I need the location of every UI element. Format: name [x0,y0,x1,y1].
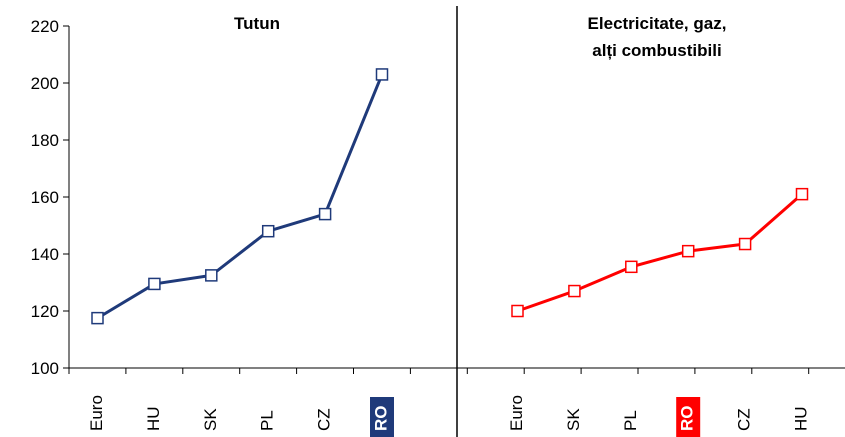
category-highlight-box [370,397,394,437]
x-tick-label: SK [201,408,220,431]
data-point [148,277,161,291]
x-tick-label: CZ [735,408,754,431]
axes [68,6,845,437]
y-ticks: 100 120 140 160 180 200 220 [31,17,69,378]
chart-title-electricitate-line2: alți combustibili [592,41,721,60]
x-tick-label: Euro [507,395,526,431]
chart-title-electricitate-line1: Electricitate, gaz, [588,14,727,33]
x-tick-label: HU [144,406,163,431]
x-tick-label: HU [791,406,810,431]
x-tick-label: SK [564,408,583,431]
data-point [625,260,638,274]
x-tick-label: RO [678,406,697,432]
data-point [91,311,104,325]
y-tick-label: 180 [31,131,59,150]
y-tick-label: 100 [31,359,59,378]
panel-tutun: Tutun Euro HU SK PL CZ RO [87,14,394,437]
y-tick-label: 140 [31,245,59,264]
data-point [375,68,389,81]
y-tick-label: 120 [31,302,59,321]
data-point [261,224,275,238]
data-point [318,207,332,221]
y-tick-label: 200 [31,74,59,93]
x-tick-label: PL [621,410,640,431]
y-tick-label: 220 [31,17,59,36]
x-tick-label: Euro [87,395,106,431]
x-tick-label: PL [258,410,277,431]
data-point [795,187,809,201]
data-point [681,244,695,258]
series-line [517,193,803,313]
series-line [96,73,384,320]
data-point [738,237,752,251]
data-point [511,304,524,318]
x-tick-label: CZ [315,408,334,431]
category-highlight-box [676,397,701,437]
y-tick-label: 160 [31,188,59,207]
chart-title-tutun: Tutun [234,14,280,33]
panel-electricitate: Electricitate, gaz, alți combustibili Eu… [507,14,810,437]
x-tick-label: RO [371,406,390,432]
data-point [568,284,581,298]
data-point [205,269,218,282]
